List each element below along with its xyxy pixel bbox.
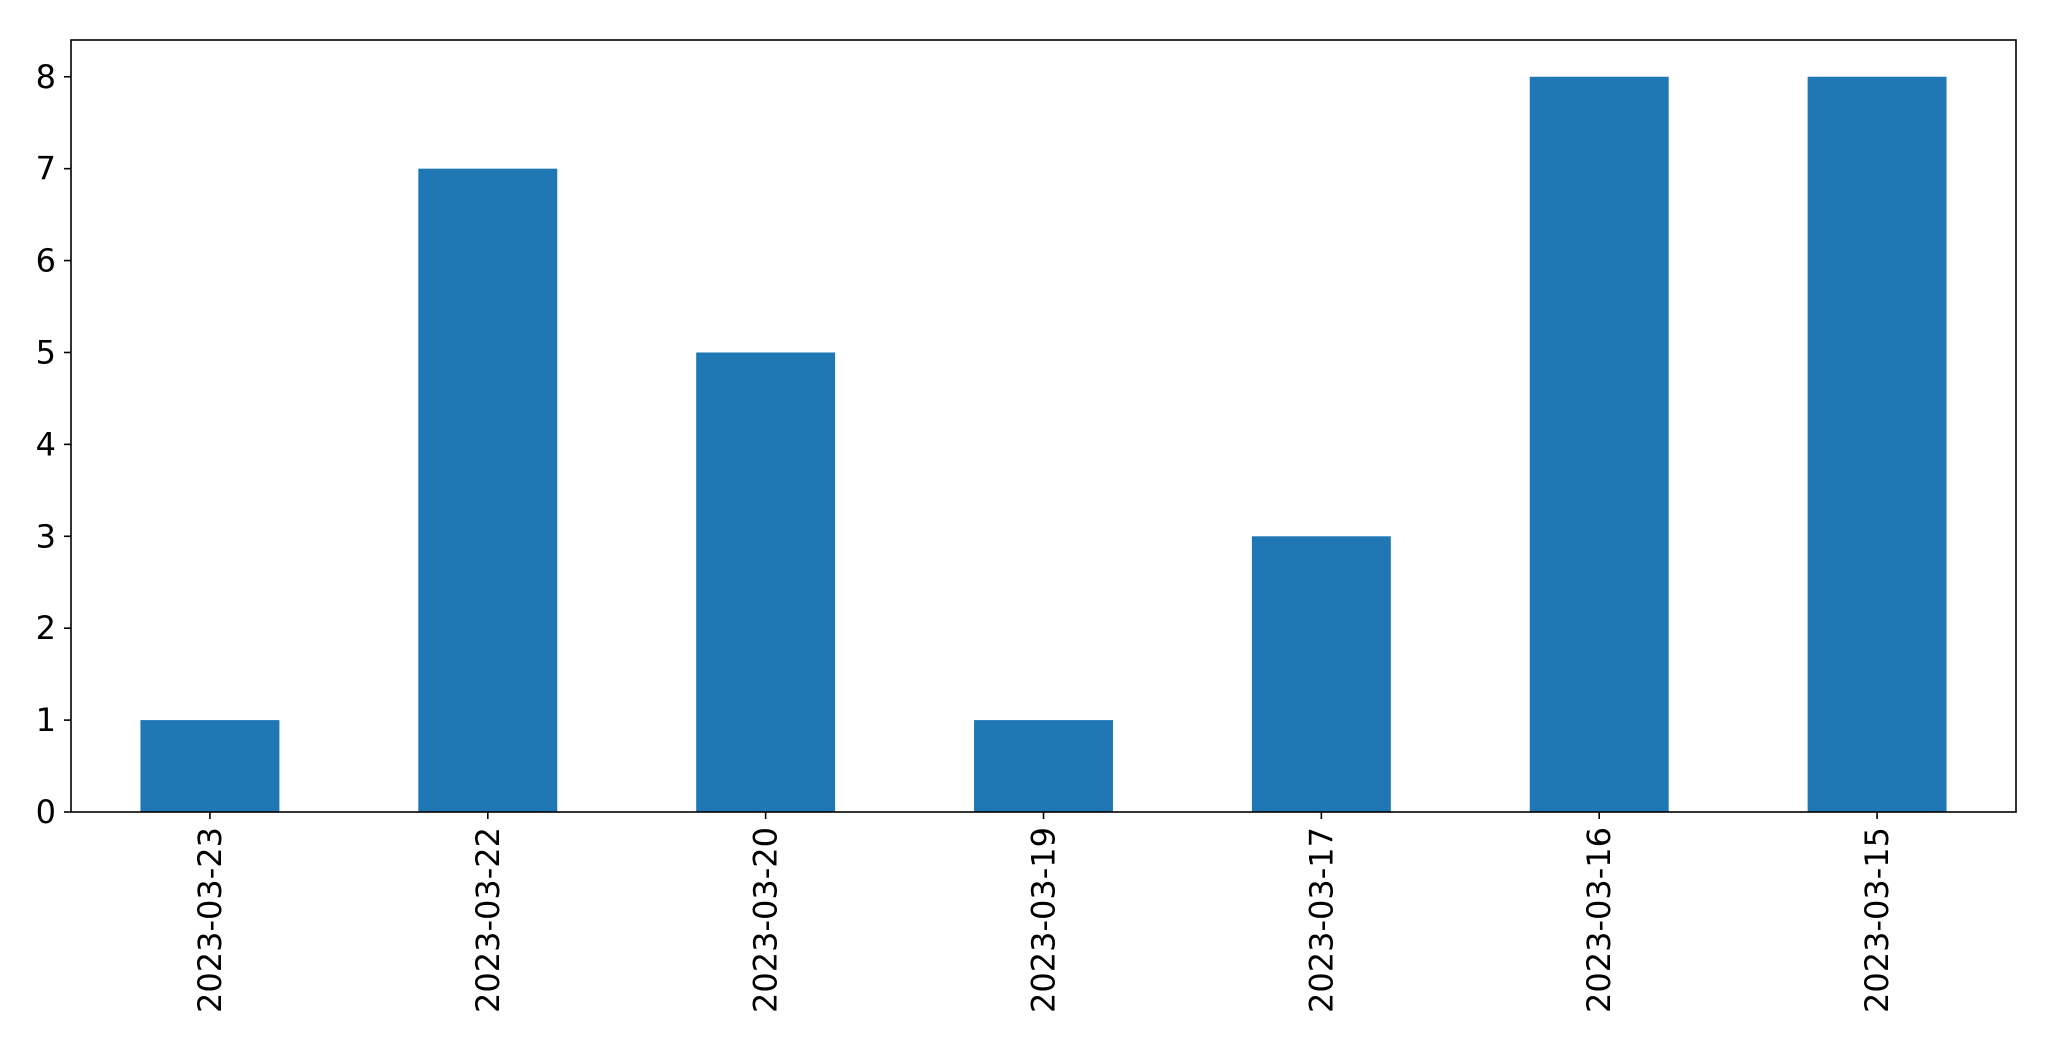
bar-2023-03-20 <box>696 352 836 812</box>
y-tick-label: 6 <box>36 242 56 280</box>
y-tick-label: 0 <box>36 793 56 831</box>
x-tick-label: 2023-03-23 <box>191 827 229 1013</box>
bars-layer <box>140 76 1947 813</box>
y-tick-label: 3 <box>36 517 56 555</box>
bar-2023-03-19 <box>974 720 1113 812</box>
bar-2023-03-15 <box>1807 76 1947 812</box>
y-axis: 0 1 2 3 4 5 6 7 8 <box>36 58 71 831</box>
plot-frame <box>70 39 2017 813</box>
y-tick-label: 7 <box>36 150 56 188</box>
bar-2023-03-16 <box>1529 76 1669 812</box>
x-tick-label: 2023-03-20 <box>747 827 785 1013</box>
y-tick-label: 1 <box>36 701 56 739</box>
y-tick-label: 4 <box>36 425 56 463</box>
x-tick-label: 2023-03-16 <box>1580 827 1618 1013</box>
bar-2023-03-17 <box>1251 536 1391 812</box>
x-tick-label: 2023-03-22 <box>469 827 507 1013</box>
y-tick-label: 2 <box>36 609 56 647</box>
y-tick-label: 8 <box>36 58 56 96</box>
bar-2023-03-23 <box>140 720 280 812</box>
x-tick-label: 2023-03-15 <box>1858 827 1896 1013</box>
bar-2023-03-22 <box>418 168 558 813</box>
x-tick-label: 2023-03-17 <box>1302 827 1340 1013</box>
x-tick-label: 2023-03-19 <box>1025 827 1063 1013</box>
x-axis: 2023-03-23 2023-03-22 2023-03-20 2023-03-19… <box>191 812 1896 1013</box>
y-tick-label: 5 <box>36 333 56 371</box>
